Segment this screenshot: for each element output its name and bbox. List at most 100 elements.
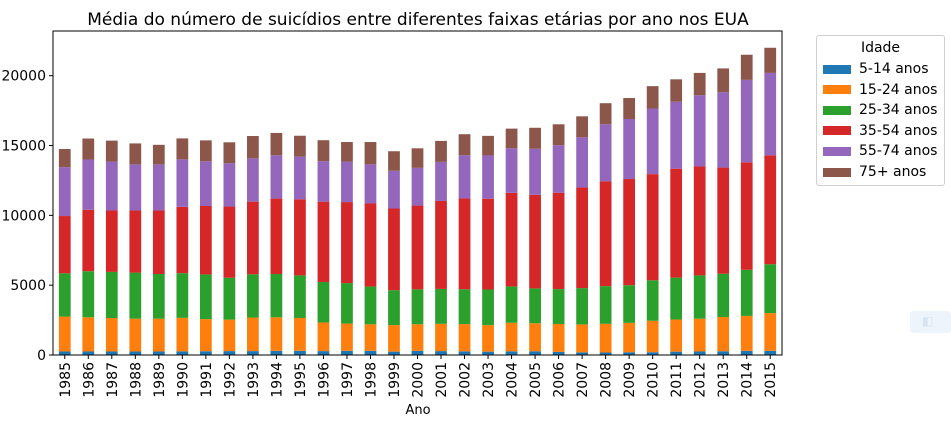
- bar-segment-1997-75-anos: [341, 142, 353, 162]
- bar-segment-1994-15-24-anos: [270, 317, 283, 351]
- faded-icon: ◧: [922, 314, 934, 328]
- bar-segment-2007-5-14-anos: [576, 352, 588, 355]
- bar-segment-2013-55-74-anos: [717, 92, 730, 168]
- bar-segment-1990-25-34-anos: [176, 273, 189, 318]
- bar-segment-1999-55-74-anos: [388, 170, 400, 209]
- bar-segment-2004-5-14-anos: [505, 351, 518, 355]
- bar-segment-1995-15-24-anos: [294, 317, 306, 351]
- bar-segment-2005-55-74-anos: [529, 148, 541, 195]
- bar-segment-1987-55-74-anos: [105, 161, 118, 211]
- bar-segment-1992-75-anos: [223, 142, 236, 164]
- bar-segment-2006-75-anos: [552, 124, 565, 146]
- bar-segment-1990-55-74-anos: [176, 159, 189, 207]
- bar-segment-1997-55-74-anos: [341, 161, 353, 203]
- bar-segment-2012-35-54-anos: [693, 166, 706, 276]
- bar-segment-2003-25-34-anos: [482, 289, 494, 326]
- bar-segment-1994-25-34-anos: [270, 274, 283, 318]
- bar-segment-2006-35-54-anos: [552, 192, 565, 290]
- bar-segment-1985-75-anos: [58, 149, 71, 168]
- x-tick-label: 2005: [528, 362, 544, 398]
- x-tick-label: 2006: [552, 362, 568, 398]
- bar-segment-1998-75-anos: [364, 142, 377, 165]
- x-tick-label: 1995: [293, 362, 309, 398]
- bar-segment-1985-25-34-anos: [58, 273, 71, 317]
- bar-segment-2003-15-24-anos: [482, 325, 494, 352]
- bar-segment-2011-5-14-anos: [670, 351, 683, 355]
- bar-segment-1991-25-34-anos: [199, 274, 212, 320]
- x-tick-label: 1997: [340, 362, 356, 398]
- bar-segment-2008-15-24-anos: [599, 323, 612, 353]
- bar-segment-2015-55-74-anos: [764, 72, 777, 156]
- bar-segment-2010-15-24-anos: [646, 320, 659, 353]
- legend-label: 75+ anos: [859, 164, 927, 180]
- bar-segment-1986-15-24-anos: [82, 317, 95, 352]
- bar-segment-2010-5-14-anos: [646, 352, 659, 355]
- legend-title: Idade: [860, 40, 901, 56]
- bar-segment-1990-75-anos: [176, 138, 189, 160]
- bar-segment-1996-55-74-anos: [317, 161, 330, 202]
- bar-segment-1996-75-anos: [317, 140, 330, 162]
- bar-segment-2013-25-34-anos: [717, 273, 730, 318]
- bar-segment-2015-25-34-anos: [764, 264, 777, 314]
- bar-segment-1985-15-24-anos: [58, 316, 71, 352]
- bar-segment-2002-25-34-anos: [458, 289, 471, 325]
- bar-segment-1997-15-24-anos: [341, 323, 353, 351]
- bar-segment-1989-25-34-anos: [152, 274, 165, 319]
- bar-segment-1988-15-24-anos: [129, 318, 142, 352]
- bar-segment-2004-75-anos: [505, 128, 518, 149]
- bar-segment-1992-15-24-anos: [223, 319, 236, 352]
- bar-segment-1988-35-54-anos: [129, 210, 142, 273]
- bar-segment-1991-15-24-anos: [199, 319, 212, 352]
- bar-segment-2015-15-24-anos: [764, 313, 777, 351]
- bar-segment-1992-55-74-anos: [223, 163, 236, 207]
- legend-label: 25-34 anos: [859, 102, 938, 119]
- bar-segment-1997-35-54-anos: [341, 202, 353, 284]
- x-tick-label: 2011: [669, 362, 685, 398]
- bar-segment-1994-5-14-anos: [270, 350, 283, 355]
- bar-segment-2003-35-54-anos: [482, 198, 494, 290]
- bar-segment-1989-35-54-anos: [152, 210, 165, 274]
- bar-segment-2005-25-34-anos: [529, 288, 541, 324]
- bar-segment-2001-25-34-anos: [435, 288, 447, 324]
- x-tick-label: 1987: [105, 362, 121, 398]
- bar-segment-1987-5-14-anos: [105, 351, 118, 355]
- bar-segment-2008-75-anos: [599, 103, 612, 125]
- bar-segment-1994-75-anos: [270, 132, 283, 156]
- bar-segment-2015-75-anos: [764, 47, 777, 73]
- bar-segment-2008-55-74-anos: [599, 124, 612, 182]
- bar-segment-2006-25-34-anos: [552, 289, 565, 324]
- bar-segment-2010-35-54-anos: [646, 174, 659, 281]
- bar-segment-2003-75-anos: [482, 135, 494, 156]
- bar-segment-2009-5-14-anos: [623, 352, 636, 355]
- bar-segment-1993-25-34-anos: [247, 274, 259, 318]
- bar-segment-2009-55-74-anos: [623, 118, 636, 180]
- bar-segment-2009-75-anos: [623, 98, 636, 119]
- bar-segment-2002-5-14-anos: [458, 351, 471, 355]
- chart-title: Média do número de suicídios entre difer…: [87, 10, 749, 30]
- legend-label: 55-74 anos: [859, 143, 938, 160]
- bar-segment-1995-25-34-anos: [294, 275, 306, 318]
- bar-segment-2012-5-14-anos: [693, 351, 706, 355]
- bar-segment-2013-35-54-anos: [717, 167, 730, 274]
- bar-segment-2011-35-54-anos: [670, 168, 683, 278]
- y-tick-label: 10000: [1, 208, 46, 224]
- legend-swatch: [823, 167, 851, 177]
- bar-segment-2005-75-anos: [529, 127, 541, 149]
- bar-segment-1996-35-54-anos: [317, 201, 330, 282]
- bar-segment-2000-75-anos: [411, 148, 424, 168]
- bar-segment-1988-75-anos: [129, 143, 142, 165]
- bar-segment-1991-75-anos: [199, 140, 212, 162]
- bar-segment-2007-35-54-anos: [576, 187, 588, 289]
- faded-overlay-button[interactable]: ◧: [910, 311, 951, 333]
- bar-segment-1987-75-anos: [105, 140, 118, 162]
- bar-segment-1987-15-24-anos: [105, 317, 118, 352]
- bar-segment-1999-25-34-anos: [388, 290, 400, 326]
- bar-segment-2000-15-24-anos: [411, 324, 424, 351]
- bar-segment-1993-5-14-anos: [247, 351, 259, 355]
- legend-swatch: [823, 126, 851, 136]
- bar-segment-1986-75-anos: [82, 138, 95, 160]
- bar-segment-2012-15-24-anos: [693, 318, 706, 352]
- bar-segment-1992-35-54-anos: [223, 206, 236, 278]
- bar-segment-2014-35-54-anos: [740, 162, 753, 270]
